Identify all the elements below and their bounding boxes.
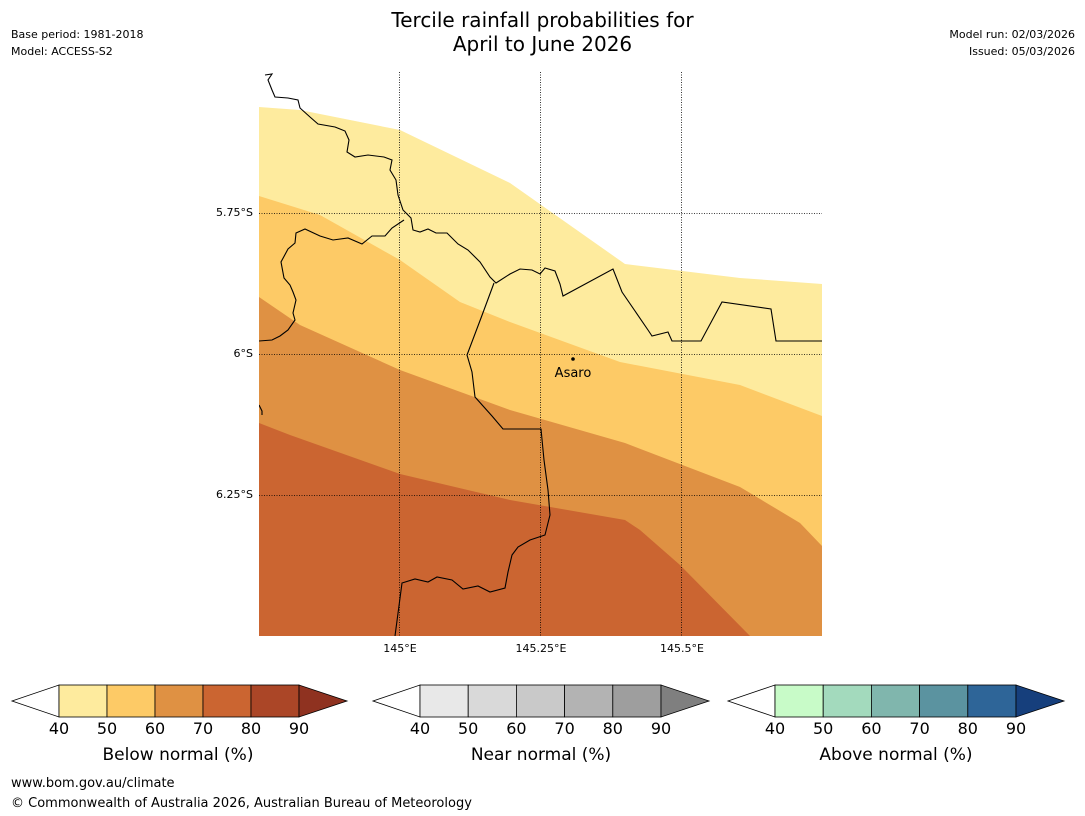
colorbar-under-triangle <box>10 684 60 718</box>
model-name: Model: ACCESS-S2 <box>11 45 113 58</box>
colorbar-segment <box>564 684 614 718</box>
colorbar-tick-label: 50 <box>813 719 834 738</box>
boundary-central <box>394 282 551 636</box>
copyright-text: © Commonwealth of Australia 2026, Austra… <box>11 796 472 811</box>
colorbar-label-above: Above normal (%) <box>819 745 973 765</box>
colorbar-tick-label: 90 <box>1005 719 1027 738</box>
colorbar-tick-label: 40 <box>48 719 70 738</box>
website-text[interactable]: www.bom.gov.au/climate <box>11 776 175 791</box>
boundary-north-west <box>264 73 822 342</box>
lon-label-145-5: 145.5°E <box>660 642 704 655</box>
colorbar-segment <box>419 684 469 718</box>
map-title: Tercile rainfall probabilities for April… <box>0 8 1085 56</box>
colorbar-segment <box>58 684 108 718</box>
colorbar-under-triangle <box>726 684 776 718</box>
colorbar-segment <box>202 684 252 718</box>
colorbar-segment <box>871 684 921 718</box>
colorbar-segment <box>822 684 872 718</box>
colorbar-label-near: Near normal (%) <box>470 745 612 765</box>
probability-bands <box>259 107 822 636</box>
colorbar-tick-label: 60 <box>144 719 166 738</box>
colorbar-segment <box>106 684 156 718</box>
boundary-west <box>259 219 405 342</box>
colorbar-tick-label: 70 <box>909 719 930 738</box>
colorbar-segment <box>516 684 566 718</box>
colorbar-over-triangle <box>1015 684 1066 718</box>
colorbar-under-triangle <box>371 684 421 718</box>
colorbar-tick-label: 80 <box>957 719 978 738</box>
colorbar-segment <box>467 684 517 718</box>
colorbar-tick-label: 80 <box>602 719 623 738</box>
colorbar-over-triangle <box>298 684 349 718</box>
colorbar-tick-label: 70 <box>554 719 575 738</box>
colorbar-tick-label: 80 <box>240 719 262 738</box>
boundary-edge <box>259 404 263 415</box>
issued-date: Issued: 05/03/2026 <box>968 45 1075 58</box>
base-period: Base period: 1981-2018 <box>11 28 144 41</box>
model-run: Model run: 02/03/2026 <box>949 28 1075 41</box>
lat-label-6: 6°S <box>233 347 253 360</box>
colorbar-tick-label: 50 <box>96 719 118 738</box>
colorbar-segment <box>774 684 824 718</box>
colorbar-segment <box>154 684 204 718</box>
colorbar-tick-label: 40 <box>764 719 786 738</box>
band-70-80 <box>259 423 750 636</box>
lon-label-145: 145°E <box>383 642 417 655</box>
lon-label-145-25: 145.25°E <box>515 642 567 655</box>
title-line-2: April to June 2026 <box>452 32 633 56</box>
meta-right: Model run: 02/03/2026 Issued: 05/03/2026 <box>949 26 1075 60</box>
colorbar-over-triangle <box>660 684 711 718</box>
colorbars <box>10 684 1066 718</box>
colorbar-tick-label: 40 <box>409 719 431 738</box>
lat-label-6-25: 6.25°S <box>216 488 253 501</box>
colorbar-above-normal <box>726 684 1066 718</box>
colorbar-segment <box>250 684 300 718</box>
asaro-label: Asaro <box>555 366 592 381</box>
lat-label-5-75: 5.75°S <box>216 206 253 219</box>
title-line-1: Tercile rainfall probabilities for <box>391 8 694 32</box>
colorbar-tick-label: 90 <box>288 719 310 738</box>
colorbar-segment <box>967 684 1017 718</box>
colorbar-label-below: Below normal (%) <box>102 745 254 765</box>
asaro-marker <box>571 357 575 361</box>
colorbar-tick-label: 90 <box>650 719 672 738</box>
colorbar-tick-label: 50 <box>458 719 479 738</box>
colorbar-near-normal <box>371 684 711 718</box>
colorbar-tick-label: 60 <box>506 719 527 738</box>
colorbar-below-normal <box>10 684 349 718</box>
colorbar-segment <box>612 684 662 718</box>
colorbar-tick-label: 70 <box>192 719 214 738</box>
colorbar-tick-label: 60 <box>861 719 882 738</box>
meta-left: Base period: 1981-2018 Model: ACCESS-S2 <box>11 26 143 60</box>
grid-lines <box>259 72 822 636</box>
colorbar-segment <box>919 684 969 718</box>
boundaries <box>259 73 822 636</box>
